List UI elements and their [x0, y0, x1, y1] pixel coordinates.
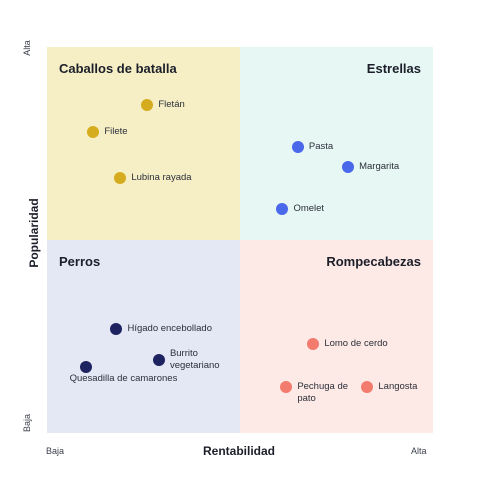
y-tick-high: Alta — [22, 40, 32, 56]
quadrant-label: Caballos de batalla — [59, 61, 177, 76]
quadrant-top-left — [47, 47, 240, 240]
data-point — [114, 172, 127, 185]
data-point-label: Pechuga de pato — [297, 380, 349, 404]
quadrant-label: Rompecabezas — [326, 254, 421, 269]
data-point — [361, 380, 374, 393]
x-tick-low: Baja — [46, 446, 65, 456]
y-tick-low: Baja — [22, 414, 32, 433]
data-point — [79, 361, 92, 374]
data-point-label: Lomo de cerdo — [324, 338, 388, 350]
data-point — [152, 353, 165, 366]
data-point-label: Fletán — [158, 98, 185, 110]
quadrant-bottom-right — [240, 240, 433, 433]
y-axis-title: Popularidad — [27, 198, 41, 268]
x-tick-high: Alta — [411, 446, 427, 456]
data-point-label: Omelet — [293, 203, 325, 215]
quadrant-top-right — [240, 47, 433, 240]
data-point-label: Quesadilla de camarones — [69, 373, 178, 385]
data-point-label: Margarita — [359, 160, 400, 172]
x-axis-title: Rentabilidad — [203, 444, 276, 458]
data-point-label: Hígado encebollado — [127, 322, 212, 334]
data-point-label: Lubina rayada — [131, 172, 192, 184]
data-point — [87, 125, 100, 138]
quadrant-label: Estrellas — [366, 61, 421, 76]
data-point — [342, 160, 355, 173]
data-point — [280, 380, 293, 393]
data-point-label: Burrito vegetariano — [169, 347, 220, 371]
data-point-label: Pasta — [308, 141, 334, 153]
quadrant-label: Perros — [59, 254, 101, 269]
quadrant-bottom-left — [47, 240, 240, 433]
data-point — [276, 203, 289, 216]
data-point — [307, 338, 320, 351]
data-point-label: Langosta — [378, 380, 418, 392]
data-point-label: Filete — [104, 125, 128, 137]
data-point — [110, 322, 123, 335]
data-point — [141, 98, 154, 111]
data-point — [291, 141, 304, 154]
